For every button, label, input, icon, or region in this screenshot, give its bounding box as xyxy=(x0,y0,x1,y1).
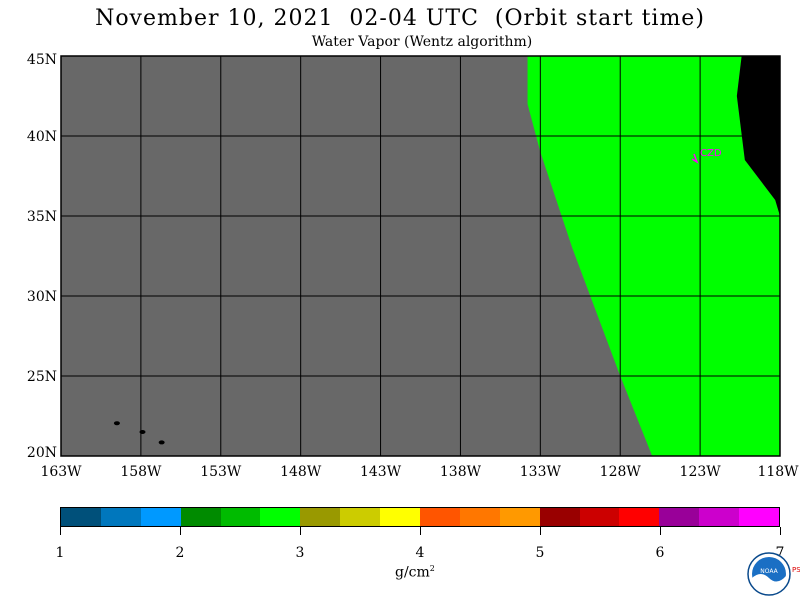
lon-label: 118W xyxy=(757,464,799,480)
colorbar-swatch xyxy=(100,508,141,526)
lon-label: 128W xyxy=(600,464,642,480)
colorbar-swatch xyxy=(140,508,181,526)
colorbar-tick xyxy=(180,527,181,535)
colorbar-label: 2 xyxy=(175,545,185,561)
colorbar-swatch xyxy=(61,508,101,526)
map-subtitle: Water Vapor (Wentz algorithm) xyxy=(311,34,533,50)
lon-label: 158W xyxy=(120,464,162,480)
colorbar-swatch xyxy=(420,508,460,526)
colorbar-swatch xyxy=(260,508,301,526)
colorbar-swatch xyxy=(539,508,580,526)
colorbar-label: 7 xyxy=(775,545,785,561)
lon-label: 148W xyxy=(280,464,322,480)
colorbar-label: 3 xyxy=(295,545,305,561)
unit-base: g/cm xyxy=(395,564,430,581)
colorbar-swatch xyxy=(499,508,540,526)
latitude-labels: 45N 40N 35N 30N 25N 20N xyxy=(27,52,57,461)
lon-label: 153W xyxy=(200,464,242,480)
psl-text: PSL xyxy=(792,566,800,574)
colorbar-swatch xyxy=(340,508,381,526)
satellite-swath xyxy=(527,56,780,456)
lon-label: 123W xyxy=(680,464,722,480)
lat-label: 45N xyxy=(27,52,57,68)
colorbar-label: 6 xyxy=(655,545,665,561)
colorbar-swatch xyxy=(459,508,500,526)
colorbar-swatch xyxy=(659,508,700,526)
colorbar-label: 4 xyxy=(415,545,425,561)
colorbar-tick xyxy=(420,527,421,535)
island xyxy=(158,440,165,445)
colorbar-tick xyxy=(660,527,661,535)
colorbar-swatch xyxy=(180,508,221,526)
lon-label: 143W xyxy=(360,464,402,480)
colorbar-tick xyxy=(780,527,781,535)
colorbar-swatch xyxy=(300,508,341,526)
longitude-labels: 163W 158W 153W 148W 143W 138W 133W 128W 123W 118W xyxy=(40,464,799,480)
station-icon xyxy=(691,153,699,164)
lat-label: 25N xyxy=(27,369,57,385)
colorbar-swatch xyxy=(699,508,740,526)
logo-text: NOAA xyxy=(760,568,778,575)
colorbar-swatch xyxy=(579,508,620,526)
map-title: November 10, 2021 02-04 UTC (Orbit start… xyxy=(95,6,705,31)
colorbar-label: 5 xyxy=(535,545,545,561)
unit-exponent: 2 xyxy=(429,564,435,573)
map-frame xyxy=(60,55,781,457)
lat-label: 40N xyxy=(27,129,57,145)
noaa-logo-icon: NOAA xyxy=(747,552,791,596)
colorbar-tick xyxy=(540,527,541,535)
colorbar-tick xyxy=(300,527,301,535)
lon-label: 138W xyxy=(440,464,482,480)
lat-lon-grid xyxy=(61,56,780,456)
station-label: CZD xyxy=(700,148,722,159)
colorbar-swatch xyxy=(380,508,421,526)
lon-label: 163W xyxy=(40,464,82,480)
lat-label: 20N xyxy=(27,445,57,461)
colorbar-unit: g/cm2 xyxy=(395,564,435,581)
lat-label: 35N xyxy=(27,209,57,225)
station-marker: CZD xyxy=(691,148,722,164)
colorbar xyxy=(60,507,780,527)
colorbar-swatch xyxy=(619,508,660,526)
lon-label: 133W xyxy=(520,464,562,480)
colorbar-tick xyxy=(60,527,61,535)
colorbar-swatch xyxy=(220,508,261,526)
island xyxy=(139,430,146,434)
island xyxy=(113,421,120,426)
lat-label: 30N xyxy=(27,289,57,305)
colorbar-swatch xyxy=(739,508,780,526)
colorbar-label: 1 xyxy=(55,545,65,561)
